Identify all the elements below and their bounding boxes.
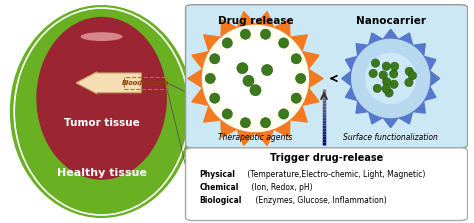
Text: Nanocarrier: Nanocarrier xyxy=(356,16,426,26)
Polygon shape xyxy=(342,29,439,128)
Ellipse shape xyxy=(291,54,301,64)
Text: (Temperature,Electro-chemic, Light, Magnetic): (Temperature,Electro-chemic, Light, Magn… xyxy=(245,170,426,179)
Ellipse shape xyxy=(371,59,380,67)
Text: Healthy tissue: Healthy tissue xyxy=(57,168,146,178)
FancyArrow shape xyxy=(76,72,141,94)
Ellipse shape xyxy=(291,93,301,103)
Polygon shape xyxy=(188,12,323,145)
Ellipse shape xyxy=(382,62,391,70)
Ellipse shape xyxy=(222,109,232,119)
Text: Therapeutic agents: Therapeutic agents xyxy=(219,133,292,142)
Ellipse shape xyxy=(202,25,309,132)
Ellipse shape xyxy=(382,85,391,93)
Ellipse shape xyxy=(379,71,387,79)
Ellipse shape xyxy=(260,29,271,39)
Ellipse shape xyxy=(279,109,289,119)
Ellipse shape xyxy=(36,17,167,180)
Text: Bloodstream: Bloodstream xyxy=(122,80,170,86)
Ellipse shape xyxy=(390,80,398,89)
Ellipse shape xyxy=(383,78,391,86)
Ellipse shape xyxy=(405,67,413,76)
Ellipse shape xyxy=(243,75,254,87)
Ellipse shape xyxy=(262,64,273,76)
Text: Tumor tissue: Tumor tissue xyxy=(64,118,139,128)
Ellipse shape xyxy=(81,32,123,41)
Text: Drug release: Drug release xyxy=(218,16,293,26)
Ellipse shape xyxy=(385,89,393,97)
Ellipse shape xyxy=(260,118,271,128)
Ellipse shape xyxy=(408,71,417,80)
Text: (Ion, Redox, pH): (Ion, Redox, pH) xyxy=(249,183,313,192)
Ellipse shape xyxy=(240,29,251,39)
Ellipse shape xyxy=(365,53,416,104)
Ellipse shape xyxy=(279,38,289,48)
FancyBboxPatch shape xyxy=(185,148,467,221)
Text: (Enzymes, Glucose, Inflammation): (Enzymes, Glucose, Inflammation) xyxy=(253,196,387,205)
Ellipse shape xyxy=(216,39,295,118)
FancyBboxPatch shape xyxy=(185,5,467,148)
Ellipse shape xyxy=(210,54,220,64)
Text: Surface functionalization: Surface functionalization xyxy=(343,133,438,142)
Text: Biological: Biological xyxy=(200,196,242,205)
Ellipse shape xyxy=(369,69,377,78)
Ellipse shape xyxy=(390,70,398,78)
Text: Chemical: Chemical xyxy=(200,183,239,192)
Ellipse shape xyxy=(373,84,382,93)
Ellipse shape xyxy=(237,62,248,74)
Ellipse shape xyxy=(391,62,399,70)
Ellipse shape xyxy=(210,93,220,103)
Ellipse shape xyxy=(222,38,232,48)
Ellipse shape xyxy=(351,39,430,118)
Text: Trigger drug-release: Trigger drug-release xyxy=(270,153,383,163)
Circle shape xyxy=(202,53,309,104)
Ellipse shape xyxy=(205,73,215,84)
Ellipse shape xyxy=(405,78,413,87)
Ellipse shape xyxy=(296,73,306,84)
Ellipse shape xyxy=(240,118,251,128)
Ellipse shape xyxy=(9,4,195,219)
Text: Physical: Physical xyxy=(200,170,236,179)
Ellipse shape xyxy=(250,85,261,96)
